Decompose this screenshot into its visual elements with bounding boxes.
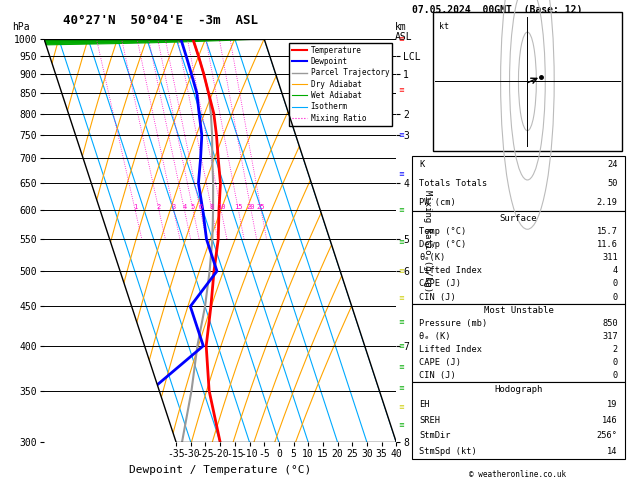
Text: Lifted Index: Lifted Index [419,345,482,354]
Text: 5: 5 [191,204,195,210]
Text: ≡: ≡ [398,239,404,245]
Y-axis label: Mixing Ratio (g/kg): Mixing Ratio (g/kg) [423,190,432,292]
Text: 0: 0 [613,293,618,302]
Text: 07.05.2024  00GMT  (Base: 12): 07.05.2024 00GMT (Base: 12) [413,5,583,15]
Text: ≡: ≡ [398,404,404,410]
Text: 6: 6 [198,204,203,210]
Text: 20: 20 [247,204,255,210]
Text: PW (cm): PW (cm) [419,198,456,207]
Text: 146: 146 [602,416,618,425]
Text: 8: 8 [209,204,214,210]
FancyBboxPatch shape [413,211,625,304]
Text: 2: 2 [157,204,161,210]
Text: © weatheronline.co.uk: © weatheronline.co.uk [469,469,566,479]
Text: km: km [394,22,406,32]
Text: 4: 4 [182,204,187,210]
Text: SREH: SREH [419,416,440,425]
Text: ≡: ≡ [398,268,404,274]
Text: Surface: Surface [499,213,537,223]
Text: ≡: ≡ [398,132,404,138]
FancyBboxPatch shape [413,382,625,459]
Text: 24: 24 [608,160,618,169]
Text: EH: EH [419,400,430,409]
Text: 1: 1 [133,204,137,210]
Text: 0: 0 [613,358,618,366]
Text: 40°27'N  50°04'E  -3m  ASL: 40°27'N 50°04'E -3m ASL [63,14,258,27]
FancyBboxPatch shape [433,12,622,151]
Text: kt: kt [439,22,449,31]
Legend: Temperature, Dewpoint, Parcel Trajectory, Dry Adiabat, Wet Adiabat, Isotherm, Mi: Temperature, Dewpoint, Parcel Trajectory… [289,43,392,125]
Text: 14: 14 [608,447,618,456]
Text: 0: 0 [613,370,618,380]
Text: θₑ(K): θₑ(K) [419,253,445,262]
Text: 25: 25 [257,204,265,210]
FancyBboxPatch shape [413,156,625,211]
Text: CIN (J): CIN (J) [419,293,456,302]
Text: ≡: ≡ [398,87,404,93]
Text: 2.19: 2.19 [597,198,618,207]
Text: 311: 311 [602,253,618,262]
Text: 317: 317 [602,331,618,341]
Text: StmDir: StmDir [419,432,450,440]
Text: K: K [419,160,425,169]
Text: θₑ (K): θₑ (K) [419,331,450,341]
Text: 3: 3 [172,204,175,210]
Text: Pressure (mb): Pressure (mb) [419,319,487,328]
Text: 19: 19 [608,400,618,409]
Text: Hodograph: Hodograph [494,385,543,394]
Text: StmSpd (kt): StmSpd (kt) [419,447,477,456]
Text: hPa: hPa [13,22,30,32]
Text: CAPE (J): CAPE (J) [419,279,461,289]
Text: ASL: ASL [394,32,412,42]
Text: Totals Totals: Totals Totals [419,179,487,188]
Text: 11.6: 11.6 [597,240,618,249]
Text: ≡: ≡ [398,364,404,370]
Text: ≡: ≡ [398,320,404,326]
Text: 50: 50 [608,179,618,188]
Text: 256°: 256° [597,432,618,440]
Text: 15: 15 [234,204,243,210]
Text: CAPE (J): CAPE (J) [419,358,461,366]
Text: Dewp (°C): Dewp (°C) [419,240,466,249]
X-axis label: Dewpoint / Temperature (°C): Dewpoint / Temperature (°C) [129,465,311,475]
Text: 0: 0 [613,279,618,289]
Text: 4: 4 [613,266,618,275]
Text: ≡: ≡ [398,207,404,213]
Text: ≡: ≡ [398,36,404,42]
Text: 2: 2 [613,345,618,354]
Text: CIN (J): CIN (J) [419,370,456,380]
Text: 850: 850 [602,319,618,328]
Text: ≡: ≡ [398,343,404,349]
Text: Temp (°C): Temp (°C) [419,226,466,236]
Text: Most Unstable: Most Unstable [484,306,554,315]
Text: 15.7: 15.7 [597,226,618,236]
Text: 10: 10 [217,204,225,210]
Text: ≡: ≡ [398,385,404,391]
Text: ≡: ≡ [398,422,404,428]
FancyBboxPatch shape [413,304,625,382]
Text: Lifted Index: Lifted Index [419,266,482,275]
Text: ≡: ≡ [398,172,404,178]
Text: ≡: ≡ [398,295,404,301]
